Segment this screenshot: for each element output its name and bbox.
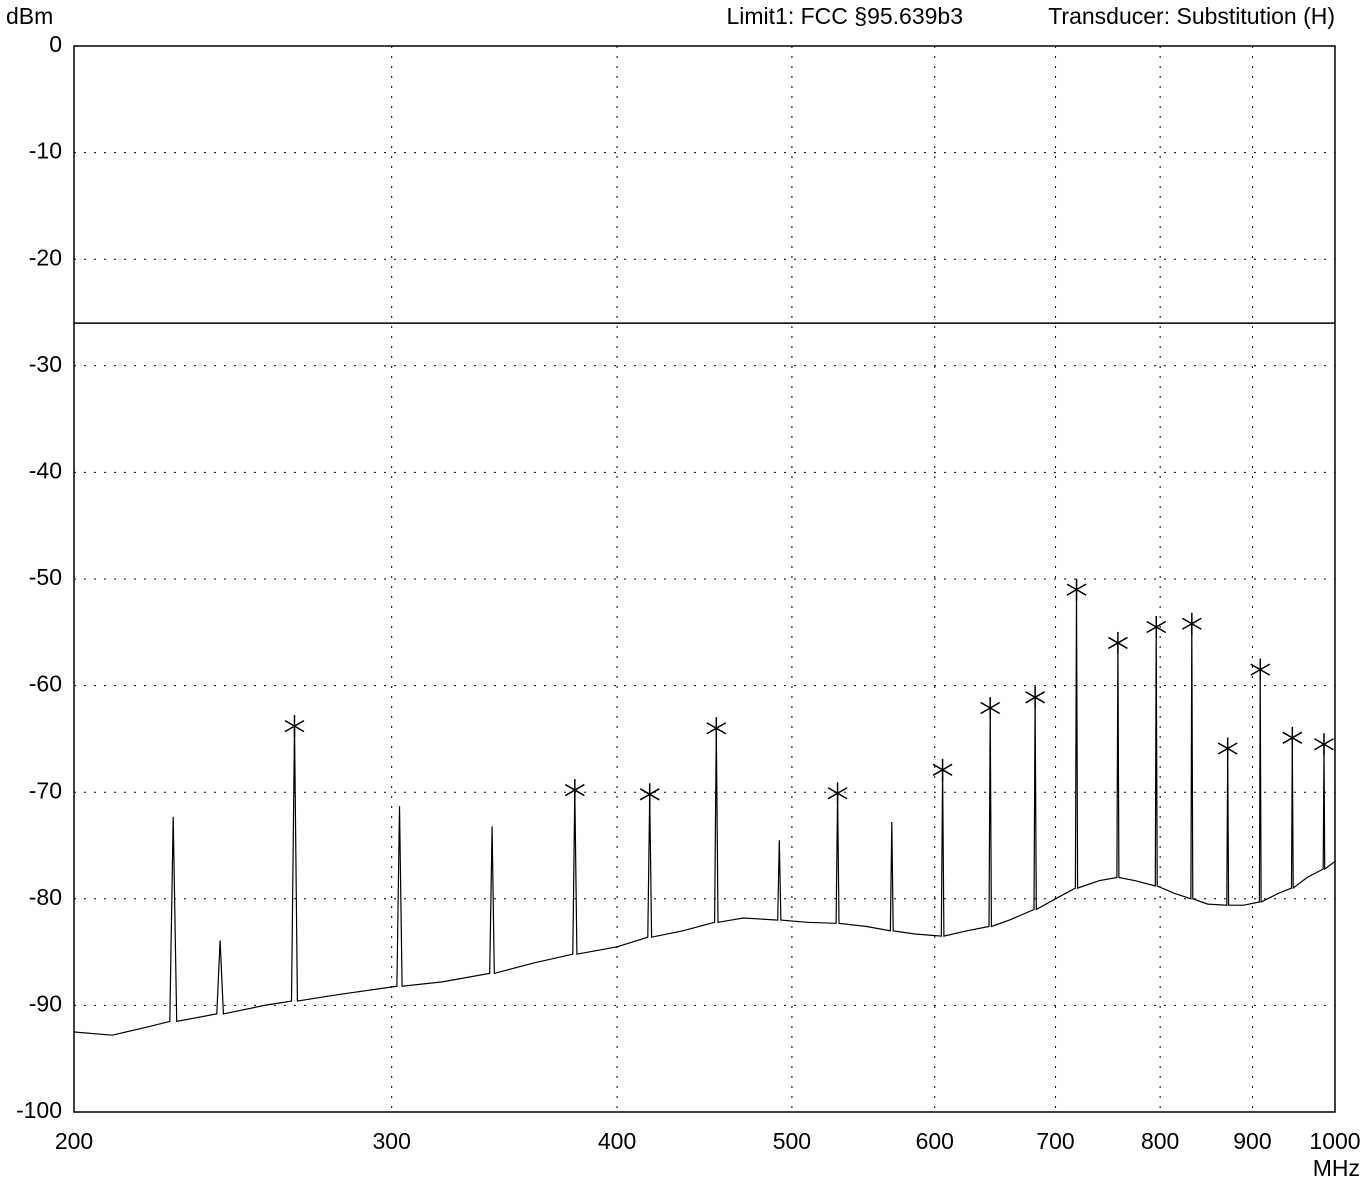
limit-label: Limit1: FCC §95.639b3	[726, 3, 963, 29]
marker-stroke	[284, 719, 305, 733]
marker-stroke	[639, 788, 660, 801]
y-tick-label: -30	[29, 351, 62, 377]
marker-stroke	[1181, 617, 1202, 630]
marker-stroke	[1282, 731, 1303, 744]
transducer-label: Transducer: Substitution (H)	[1048, 3, 1335, 29]
peak-marker	[980, 696, 1001, 719]
plot-frame	[73, 45, 1336, 1113]
peak-marker	[1146, 615, 1167, 638]
x-tick-label: 900	[1233, 1128, 1271, 1154]
y-tick-label: -90	[29, 990, 62, 1016]
peak-marker	[284, 715, 305, 738]
x-tick-label: 300	[372, 1128, 410, 1154]
peak-marker	[564, 779, 585, 802]
marker-stroke	[980, 701, 1001, 715]
x-unit: MHz	[1313, 1155, 1360, 1181]
x-tick-label: 400	[598, 1128, 636, 1154]
marker-stroke	[1108, 636, 1128, 650]
x-tick-label: 800	[1141, 1128, 1179, 1154]
peak-marker	[827, 782, 848, 805]
y-tick-label: -80	[29, 884, 62, 910]
y-tick-label: -60	[29, 671, 62, 697]
y-tick-label: -20	[29, 244, 62, 270]
peak-marker	[1314, 733, 1334, 756]
x-tick-label: 1000	[1309, 1128, 1360, 1154]
y-tick-label: 0	[49, 31, 62, 57]
y-tick-label: -100	[16, 1097, 62, 1123]
peak-marker	[1025, 686, 1046, 709]
peak-marker	[1108, 631, 1128, 654]
marker-stroke	[706, 722, 727, 735]
marker-stroke	[1250, 663, 1271, 676]
y-tick-label: -70	[29, 777, 62, 803]
x-tick-label: 200	[55, 1128, 93, 1154]
marker-stroke	[1066, 583, 1087, 596]
trace	[73, 589, 1336, 1036]
x-tick-label: 600	[916, 1128, 954, 1154]
marker-stroke	[1146, 620, 1167, 634]
x-tick-label: 700	[1036, 1128, 1074, 1154]
peak-marker	[932, 758, 953, 781]
y-unit: dBm	[6, 3, 53, 29]
marker-stroke	[827, 787, 848, 800]
marker-stroke	[932, 763, 953, 776]
y-tick-label: -10	[29, 138, 62, 164]
marker-stroke	[1314, 738, 1334, 751]
marker-stroke	[1217, 742, 1238, 755]
peak-marker	[639, 783, 660, 806]
y-tick-label: -40	[29, 457, 62, 483]
x-tick-label: 500	[773, 1128, 811, 1154]
peak-marker	[1181, 612, 1202, 635]
peak-marker	[1217, 737, 1238, 760]
marker-stroke	[1025, 691, 1046, 704]
peak-marker	[1250, 658, 1271, 681]
peak-marker	[1066, 578, 1087, 601]
marker-stroke	[564, 783, 585, 797]
peak-marker	[1282, 726, 1303, 749]
y-tick-label: -50	[29, 564, 62, 590]
peak-marker	[706, 717, 727, 740]
